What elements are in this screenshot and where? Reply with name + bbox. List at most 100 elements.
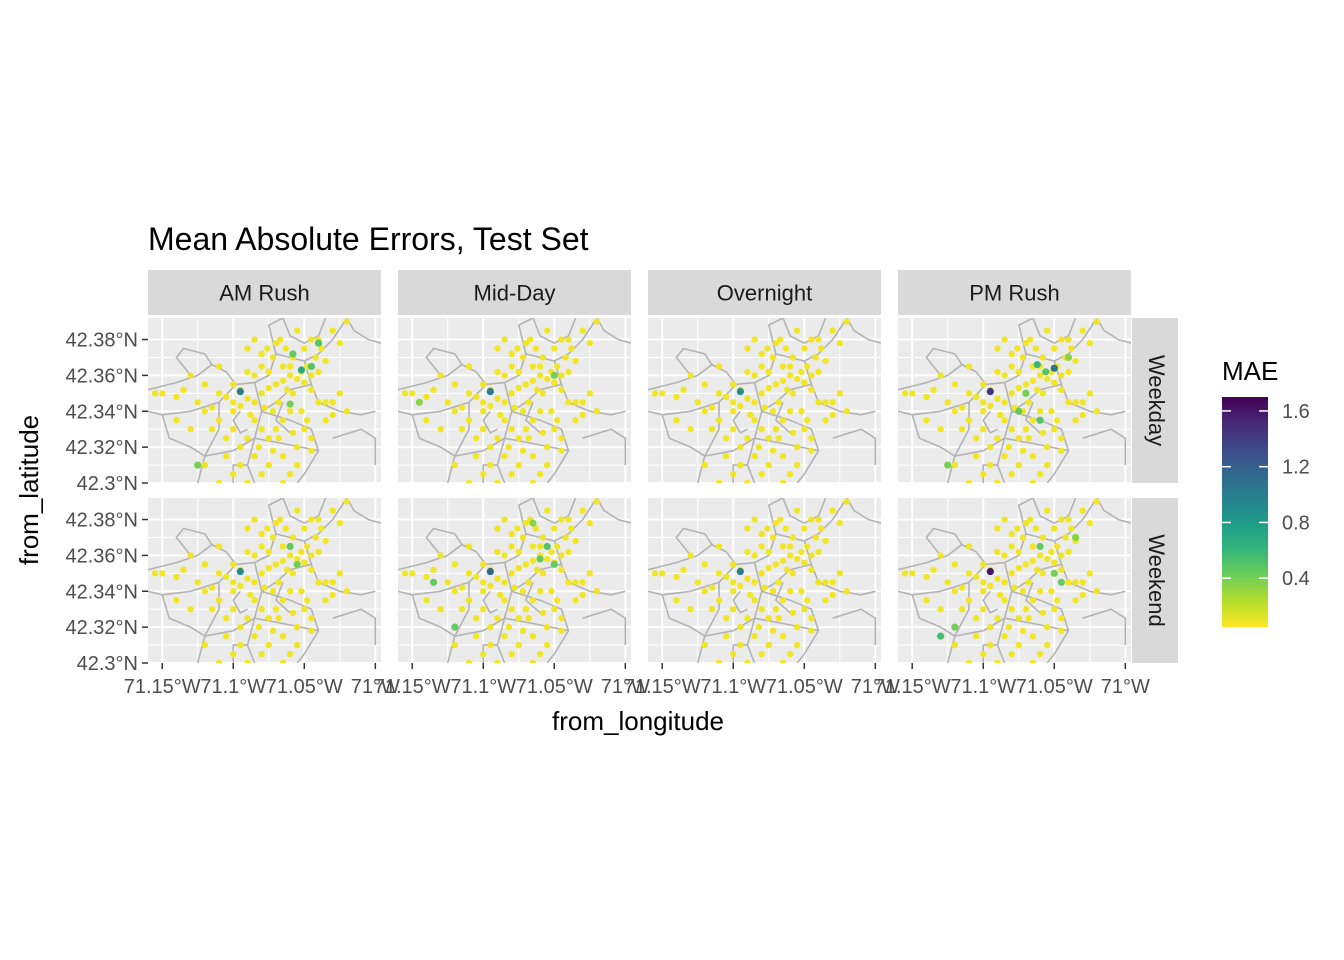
- station-point: [1034, 566, 1041, 573]
- station-point: [269, 588, 277, 595]
- station-point: [222, 632, 230, 640]
- station-point: [1043, 375, 1051, 383]
- station-point: [1048, 408, 1055, 415]
- station-point: [812, 354, 819, 361]
- station-point: [786, 408, 794, 415]
- station-point: [1051, 379, 1058, 386]
- station-point: [244, 614, 251, 622]
- legend-tick-label: 0.8: [1282, 512, 1310, 534]
- station-point-highlight: [1071, 533, 1080, 542]
- station-point: [786, 363, 794, 370]
- station-point: [565, 368, 572, 376]
- strip-col-1: [398, 270, 631, 315]
- station-point: [514, 345, 521, 352]
- station-point: [508, 530, 515, 538]
- station-point: [579, 411, 586, 419]
- station-point-highlight: [986, 567, 994, 576]
- station-point: [548, 548, 555, 556]
- station-point: [1036, 552, 1044, 559]
- station-point: [1086, 519, 1093, 527]
- station-point: [558, 627, 565, 634]
- station-point: [784, 386, 791, 393]
- station-point: [237, 623, 244, 631]
- station-point: [572, 537, 579, 545]
- station-point: [279, 452, 287, 460]
- station-point: [1014, 525, 1021, 532]
- station-point: [765, 564, 772, 572]
- station-point: [579, 399, 586, 406]
- station-point: [1019, 627, 1027, 634]
- station-point: [322, 399, 329, 406]
- station-point-highlight: [543, 542, 551, 551]
- station-point: [159, 390, 166, 397]
- station-point: [401, 390, 409, 397]
- station-point: [1065, 579, 1072, 586]
- station-point: [251, 399, 258, 406]
- neighborhood-boundary: [761, 563, 812, 592]
- station-point: [286, 408, 294, 415]
- station-point: [765, 614, 772, 622]
- station-point: [515, 384, 522, 392]
- station-point: [722, 614, 730, 622]
- station-point: [301, 559, 308, 566]
- station-point: [951, 641, 959, 649]
- neighborhood-boundary: [946, 402, 970, 483]
- station-point: [315, 399, 322, 406]
- station-point: [265, 384, 272, 392]
- station-point-highlight: [1036, 416, 1044, 424]
- station-point: [772, 339, 780, 347]
- station-point: [972, 393, 980, 401]
- station-point: [539, 534, 547, 541]
- neighborhood-boundary: [1082, 428, 1127, 466]
- station-point: [829, 507, 836, 514]
- station-point: [843, 498, 851, 505]
- station-point: [786, 470, 794, 478]
- station-point: [808, 552, 815, 559]
- station-point: [315, 548, 322, 556]
- station-point: [593, 408, 601, 415]
- station-point: [237, 582, 244, 590]
- station-point: [1058, 627, 1065, 634]
- station-point: [244, 575, 251, 582]
- station-point: [230, 399, 237, 406]
- station-point: [744, 614, 751, 622]
- station-point: [494, 575, 501, 582]
- station-point-highlight: [429, 578, 438, 586]
- station-point: [1029, 377, 1037, 384]
- neighborhood-boundary: [1011, 383, 1062, 412]
- station-point: [298, 548, 305, 556]
- station-point: [329, 507, 336, 514]
- neighborhood-boundary: [175, 527, 213, 556]
- station-point: [318, 525, 325, 532]
- station-point: [772, 425, 780, 433]
- station-point: [1029, 632, 1037, 640]
- station-point: [1001, 597, 1008, 604]
- station-point: [272, 605, 280, 613]
- station-point: [255, 623, 263, 631]
- station-point: [1039, 534, 1047, 541]
- station-point: [409, 390, 416, 397]
- station-point: [980, 605, 987, 613]
- station-point: [501, 632, 508, 640]
- station-point: [818, 345, 825, 352]
- station-point: [744, 575, 751, 582]
- neighborhood-boundary: [196, 402, 220, 483]
- station-point: [808, 336, 815, 343]
- station-point: [772, 519, 780, 527]
- station-point: [758, 530, 765, 538]
- station-point: [501, 579, 508, 586]
- station-point: [343, 318, 351, 325]
- station-point: [965, 417, 973, 424]
- station-point: [269, 447, 277, 454]
- station-point: [586, 339, 593, 347]
- station-point: [293, 623, 301, 631]
- station-point: [289, 390, 297, 397]
- station-point: [465, 543, 473, 550]
- station-point: [264, 525, 271, 532]
- neighborhood-boundary: [346, 498, 381, 524]
- station-point: [798, 548, 805, 556]
- station-point: [758, 363, 765, 370]
- neighborhood-boundary: [982, 410, 998, 434]
- station-point: [1015, 461, 1022, 469]
- station-point: [965, 543, 973, 550]
